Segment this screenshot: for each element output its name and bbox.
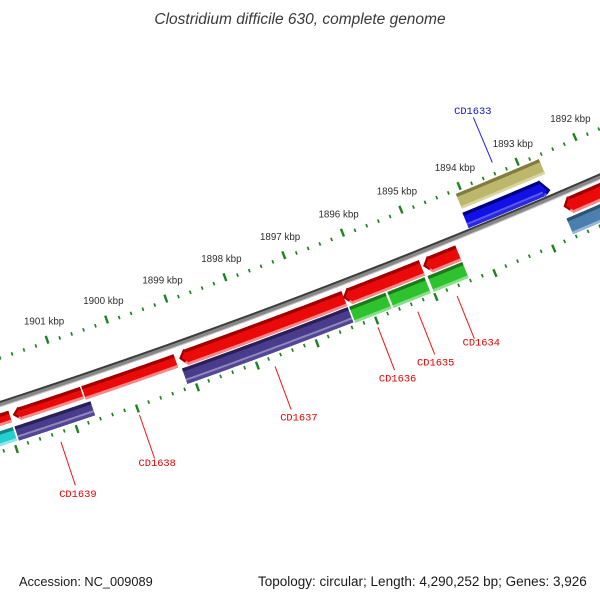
- svg-text:1892 kbp: 1892 kbp: [550, 114, 591, 125]
- svg-text:CD1639: CD1639: [59, 489, 96, 501]
- svg-text:1898 kbp: 1898 kbp: [201, 254, 242, 265]
- svg-text:CD1633: CD1633: [454, 106, 491, 118]
- svg-text:1896 kbp: 1896 kbp: [318, 210, 359, 221]
- svg-text:Accession: NC_009089: Accession: NC_009089: [19, 574, 153, 589]
- svg-text:CD1635: CD1635: [417, 358, 454, 370]
- svg-text:1893 kbp: 1893 kbp: [493, 139, 534, 150]
- svg-text:CD1637: CD1637: [280, 412, 317, 424]
- svg-text:1895 kbp: 1895 kbp: [377, 187, 418, 198]
- svg-text:Topology: circular; Length: 4,: Topology: circular; Length: 4,290,252 bp…: [258, 574, 587, 589]
- svg-text:CD1634: CD1634: [463, 337, 500, 349]
- svg-text:1900 kbp: 1900 kbp: [83, 296, 124, 307]
- svg-text:CD1636: CD1636: [379, 374, 416, 386]
- svg-text:Clostridium difficile 630, com: Clostridium difficile 630, complete geno…: [154, 11, 446, 28]
- svg-text:CD1638: CD1638: [138, 458, 175, 470]
- svg-text:1894 kbp: 1894 kbp: [435, 163, 476, 174]
- svg-text:1897 kbp: 1897 kbp: [260, 232, 301, 243]
- svg-text:1899 kbp: 1899 kbp: [142, 275, 183, 286]
- svg-text:1901 kbp: 1901 kbp: [24, 316, 65, 327]
